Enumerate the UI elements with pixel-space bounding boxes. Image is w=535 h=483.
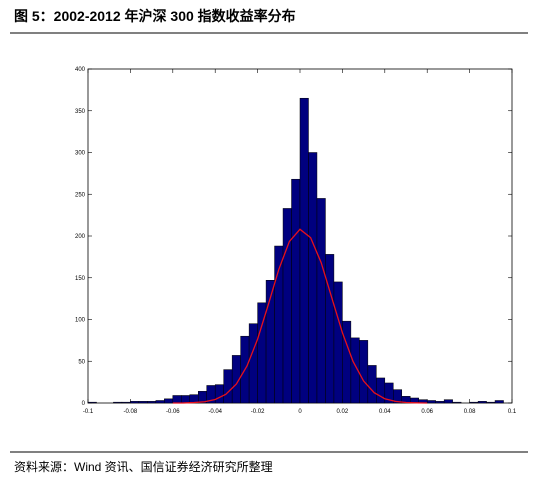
- bar: [291, 178, 301, 404]
- fit-curve: [172, 228, 428, 404]
- x-tick-label: -0.08: [124, 409, 138, 415]
- y-tick-label: 400: [75, 67, 86, 73]
- bar: [452, 401, 462, 404]
- bar: [426, 400, 436, 404]
- x-tick-label: 0.08: [464, 409, 476, 415]
- y-tick-label: 50: [78, 359, 85, 365]
- bar: [138, 401, 148, 404]
- x-tick-label: 0.02: [337, 409, 349, 415]
- x-tick-label: -0.06: [166, 409, 180, 415]
- y-tick-label: 300: [75, 151, 86, 157]
- bar: [87, 401, 97, 404]
- bar: [325, 254, 335, 404]
- x-tick-label: 0: [298, 409, 302, 415]
- bar: [342, 320, 352, 404]
- y-tick-label: 350: [75, 109, 86, 115]
- bar: [147, 401, 157, 404]
- bar: [130, 401, 140, 404]
- bar: [282, 208, 292, 404]
- bar: [164, 398, 174, 404]
- bar: [155, 400, 165, 404]
- x-tick-label: 0.06: [421, 409, 433, 415]
- y-tick-label: 150: [75, 276, 86, 282]
- bar: [248, 323, 258, 404]
- x-tick-label: -0.04: [208, 409, 222, 415]
- chart-title: 图 5：2002-2012 年沪深 300 指数收益率分布: [14, 8, 296, 24]
- y-tick-label: 0: [82, 401, 86, 407]
- x-tick-label: 0.04: [379, 409, 391, 415]
- bar: [172, 395, 182, 404]
- bar: [308, 152, 318, 404]
- x-tick-label: 0.1: [508, 409, 517, 415]
- bar: [333, 281, 343, 404]
- bar: [223, 369, 233, 404]
- bar: [121, 401, 131, 404]
- bar: [435, 401, 445, 404]
- y-tick-label: 250: [75, 192, 86, 198]
- bar: [469, 401, 479, 404]
- bar: [316, 198, 326, 404]
- bar: [299, 97, 309, 404]
- bar: [214, 384, 224, 404]
- x-tick-label: -0.1: [83, 409, 94, 415]
- bar: [486, 401, 496, 404]
- bar: [477, 401, 487, 404]
- bar: [367, 365, 377, 404]
- bar: [443, 399, 453, 404]
- source-note: 资料来源：Wind 资讯、国信证券经济研究所整理: [14, 459, 273, 474]
- bar: [113, 401, 123, 404]
- x-tick-label: -0.02: [251, 409, 265, 415]
- y-tick-label: 200: [75, 234, 86, 240]
- bar: [181, 395, 191, 404]
- bar: [376, 377, 386, 404]
- bar: [494, 400, 504, 404]
- bar: [359, 340, 369, 404]
- y-tick-label: 100: [75, 318, 86, 324]
